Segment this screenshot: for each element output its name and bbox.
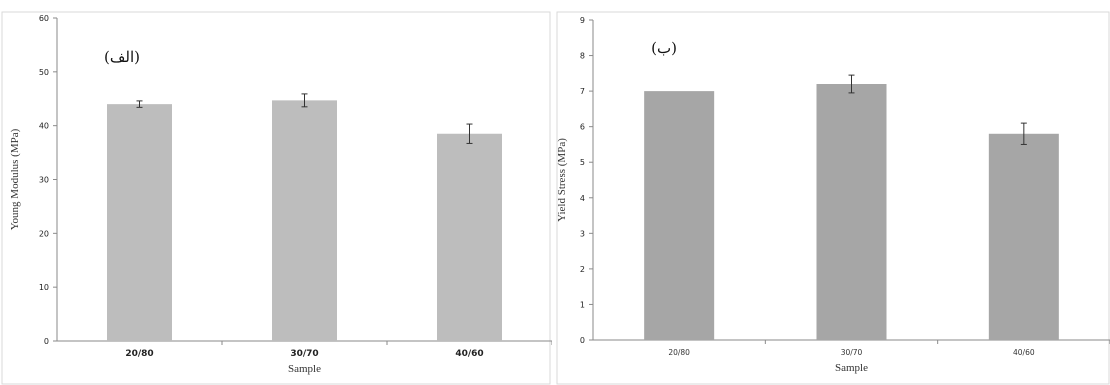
chart-panel-a: 0 10 20 30 40 50 60 20/80 30/70 40/60 Sample Young … — [0, 0, 552, 385]
y-tick-label-b: 6 — [580, 123, 585, 132]
y-tick-label-b: 7 — [580, 87, 585, 96]
x-tick-label-a: 20/80 — [125, 349, 153, 359]
bar-a-40-60 — [437, 133, 502, 341]
y-tick-label-b: 4 — [580, 194, 585, 203]
y-tick-label-b: 8 — [580, 52, 585, 61]
x-axis-title-b: Sample — [835, 362, 868, 374]
y-tick-label-b: 5 — [580, 158, 585, 167]
x-tick-label-a: 40/60 — [455, 349, 483, 359]
bar-b-40-60 — [988, 133, 1059, 340]
chart-a-frame — [1, 11, 551, 385]
chart-b-frame — [556, 11, 1110, 385]
panel-label-box-b — [595, 27, 733, 91]
chart-a-svg: 0 10 20 30 40 50 60 20/80 30/70 40/60 Sample Young … — [1, 11, 552, 385]
bar-b-30-70 — [816, 84, 887, 340]
y-tick-label-a: 0 — [44, 337, 49, 346]
y-tick-label-b: 2 — [580, 265, 585, 274]
y-axis-title-b: Yield Stress (MPa) — [556, 138, 568, 222]
y-axis-title-a: Young Modulus (MPa) — [9, 128, 21, 230]
panel-label-a: (الف) — [104, 48, 140, 66]
x-axis-title-a: Sample — [288, 363, 321, 375]
y-tick-label-b: 9 — [580, 16, 585, 25]
bar-b-20-80 — [644, 91, 715, 340]
y-tick-label-a: 60 — [39, 14, 49, 23]
chart-b-svg: 0 1 2 3 4 5 6 7 8 9 20/80 30/70 40/60 Sample Yield Str… — [556, 11, 1110, 385]
panel-label-b: (ب) — [651, 39, 677, 57]
y-tick-label-a: 20 — [39, 229, 49, 238]
x-tick-label-a: 30/70 — [290, 349, 318, 359]
x-tick-label-b: 30/70 — [841, 348, 863, 357]
y-tick-label-b: 3 — [580, 229, 585, 238]
y-tick-label-a: 10 — [39, 283, 49, 292]
panel-label-box-a — [75, 36, 193, 98]
bar-a-20-80 — [107, 104, 172, 341]
chart-panel-b: 0 1 2 3 4 5 6 7 8 9 20/80 30/70 40/60 Sample Yield Str… — [555, 0, 1110, 385]
x-tick-label-b: 20/80 — [668, 348, 690, 357]
bar-a-30-70 — [272, 100, 337, 342]
y-tick-label-a: 40 — [39, 122, 49, 131]
y-tick-label-a: 30 — [39, 176, 49, 185]
y-tick-label-b: 0 — [580, 336, 585, 345]
x-tick-label-b: 40/60 — [1013, 348, 1035, 357]
y-tick-label-b: 1 — [580, 300, 585, 309]
y-tick-label-a: 50 — [39, 68, 49, 77]
